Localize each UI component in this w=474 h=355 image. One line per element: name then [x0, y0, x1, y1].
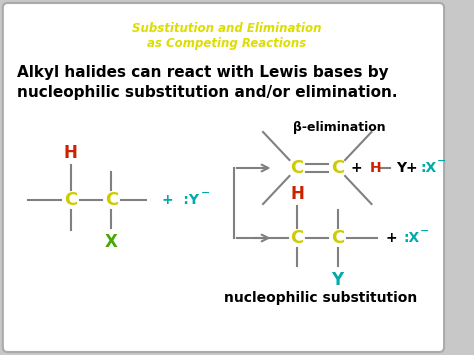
Text: Alkyl halides can react with Lewis bases by: Alkyl halides can react with Lewis bases… — [17, 65, 389, 80]
Text: nucleophilic substitution and/or elimination.: nucleophilic substitution and/or elimina… — [17, 84, 398, 99]
Text: −: − — [419, 226, 429, 236]
Text: Y: Y — [331, 271, 344, 289]
Text: C: C — [331, 229, 344, 247]
Text: H: H — [290, 185, 304, 203]
Text: Substitution and Elimination: Substitution and Elimination — [131, 22, 321, 34]
Text: :X: :X — [403, 231, 420, 245]
Text: X: X — [105, 233, 118, 251]
Text: C: C — [291, 159, 304, 177]
Text: −: − — [201, 188, 210, 198]
Text: C: C — [105, 191, 118, 209]
Text: H: H — [370, 161, 381, 175]
Text: H: H — [64, 144, 78, 162]
Text: −: − — [437, 156, 446, 166]
Text: β-elimination: β-elimination — [293, 121, 386, 135]
Text: +: + — [385, 231, 397, 245]
Text: :X: :X — [420, 161, 437, 175]
Text: +: + — [351, 161, 362, 175]
Text: +: + — [405, 161, 417, 175]
Text: +  :Y: + :Y — [162, 193, 199, 207]
Text: Y: Y — [396, 161, 406, 175]
Text: as Competing Reactions: as Competing Reactions — [146, 37, 306, 49]
Text: C: C — [64, 191, 77, 209]
Text: C: C — [291, 229, 304, 247]
Text: C: C — [331, 159, 344, 177]
Text: nucleophilic substitution: nucleophilic substitution — [224, 291, 417, 305]
FancyBboxPatch shape — [3, 3, 444, 352]
